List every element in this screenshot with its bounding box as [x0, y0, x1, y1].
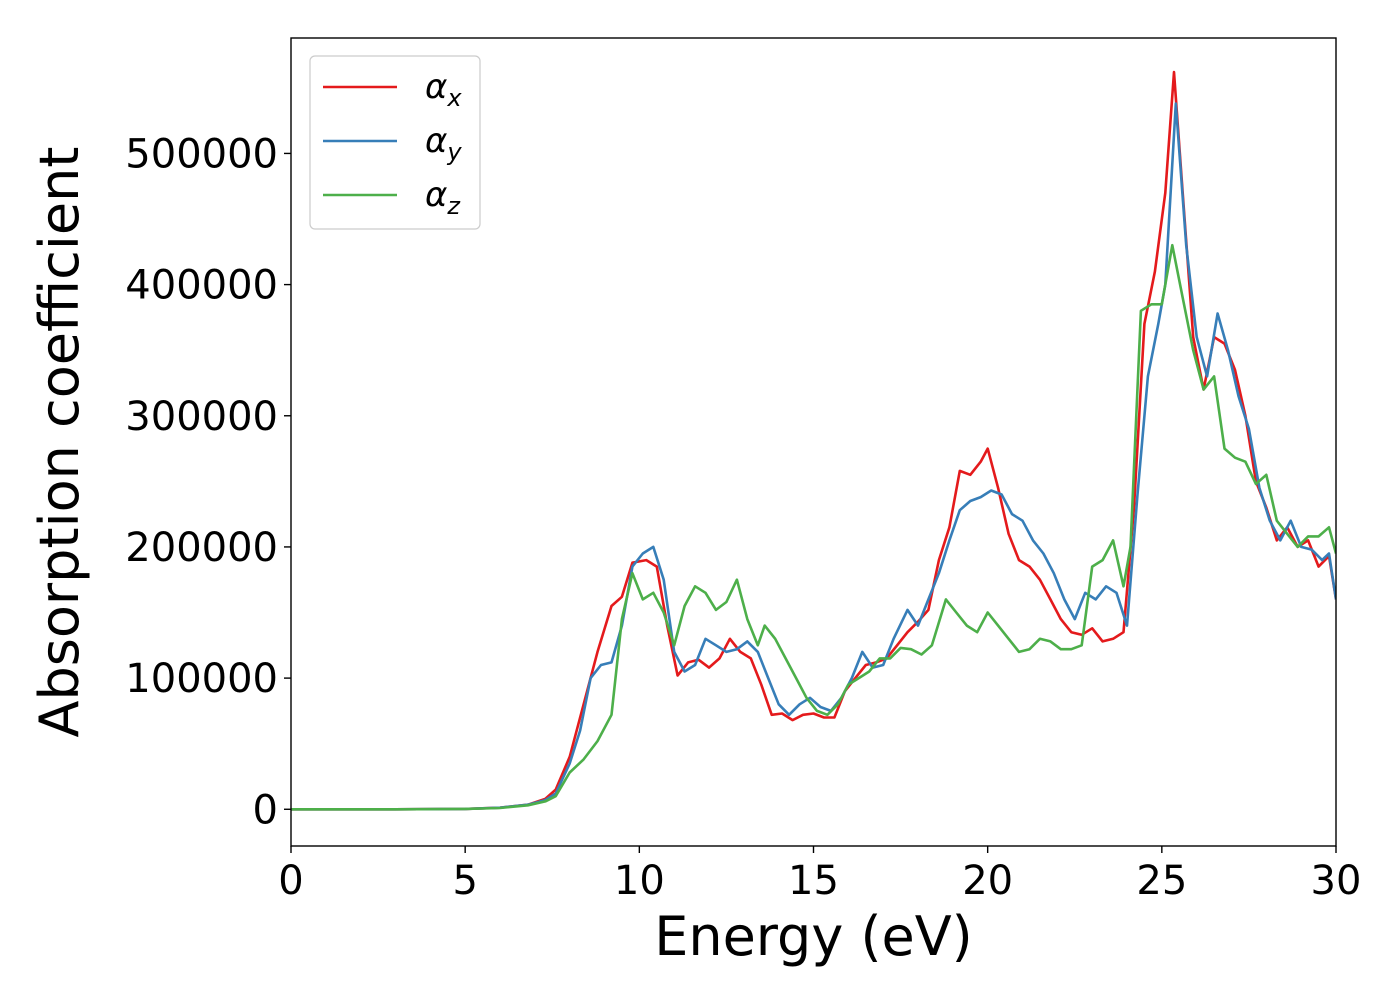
legend-box — [309, 55, 481, 230]
x-axis-ticks: 0 5 10 15 20 25 30 — [278, 846, 1361, 904]
y-tick-label: 400000 — [125, 263, 278, 309]
legend-label-y: αy — [425, 121, 462, 166]
y-tick-label: 100000 — [125, 656, 278, 702]
y-axis-label: Absorption coefficient — [28, 147, 91, 738]
x-tick-label: 20 — [962, 858, 1013, 904]
series-line-y — [291, 102, 1336, 811]
legend: αx αy αz — [309, 55, 481, 230]
x-axis-label: Energy (eV) — [654, 905, 973, 968]
x-tick-label: 25 — [1136, 858, 1187, 904]
y-tick-label: 200000 — [125, 525, 278, 571]
y-tick-label: 300000 — [125, 394, 278, 440]
legend-label-z: αz — [425, 175, 461, 220]
x-tick-label: 0 — [278, 858, 303, 904]
x-tick-label: 5 — [452, 858, 477, 904]
series-layer — [291, 70, 1336, 811]
x-tick-label: 30 — [1311, 858, 1362, 904]
legend-label-x: αx — [425, 67, 462, 112]
y-tick-label: 500000 — [125, 131, 278, 177]
y-axis-ticks: 0 100000 200000 300000 400000 500000 — [125, 131, 291, 833]
y-tick-label: 0 — [253, 787, 278, 833]
x-tick-label: 10 — [614, 858, 665, 904]
x-tick-label: 15 — [788, 858, 839, 904]
series-line-z — [291, 243, 1336, 811]
